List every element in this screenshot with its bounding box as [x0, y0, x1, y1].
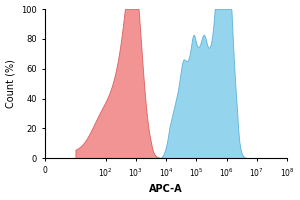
- Y-axis label: Count (%): Count (%): [6, 59, 16, 108]
- X-axis label: APC-A: APC-A: [149, 184, 183, 194]
